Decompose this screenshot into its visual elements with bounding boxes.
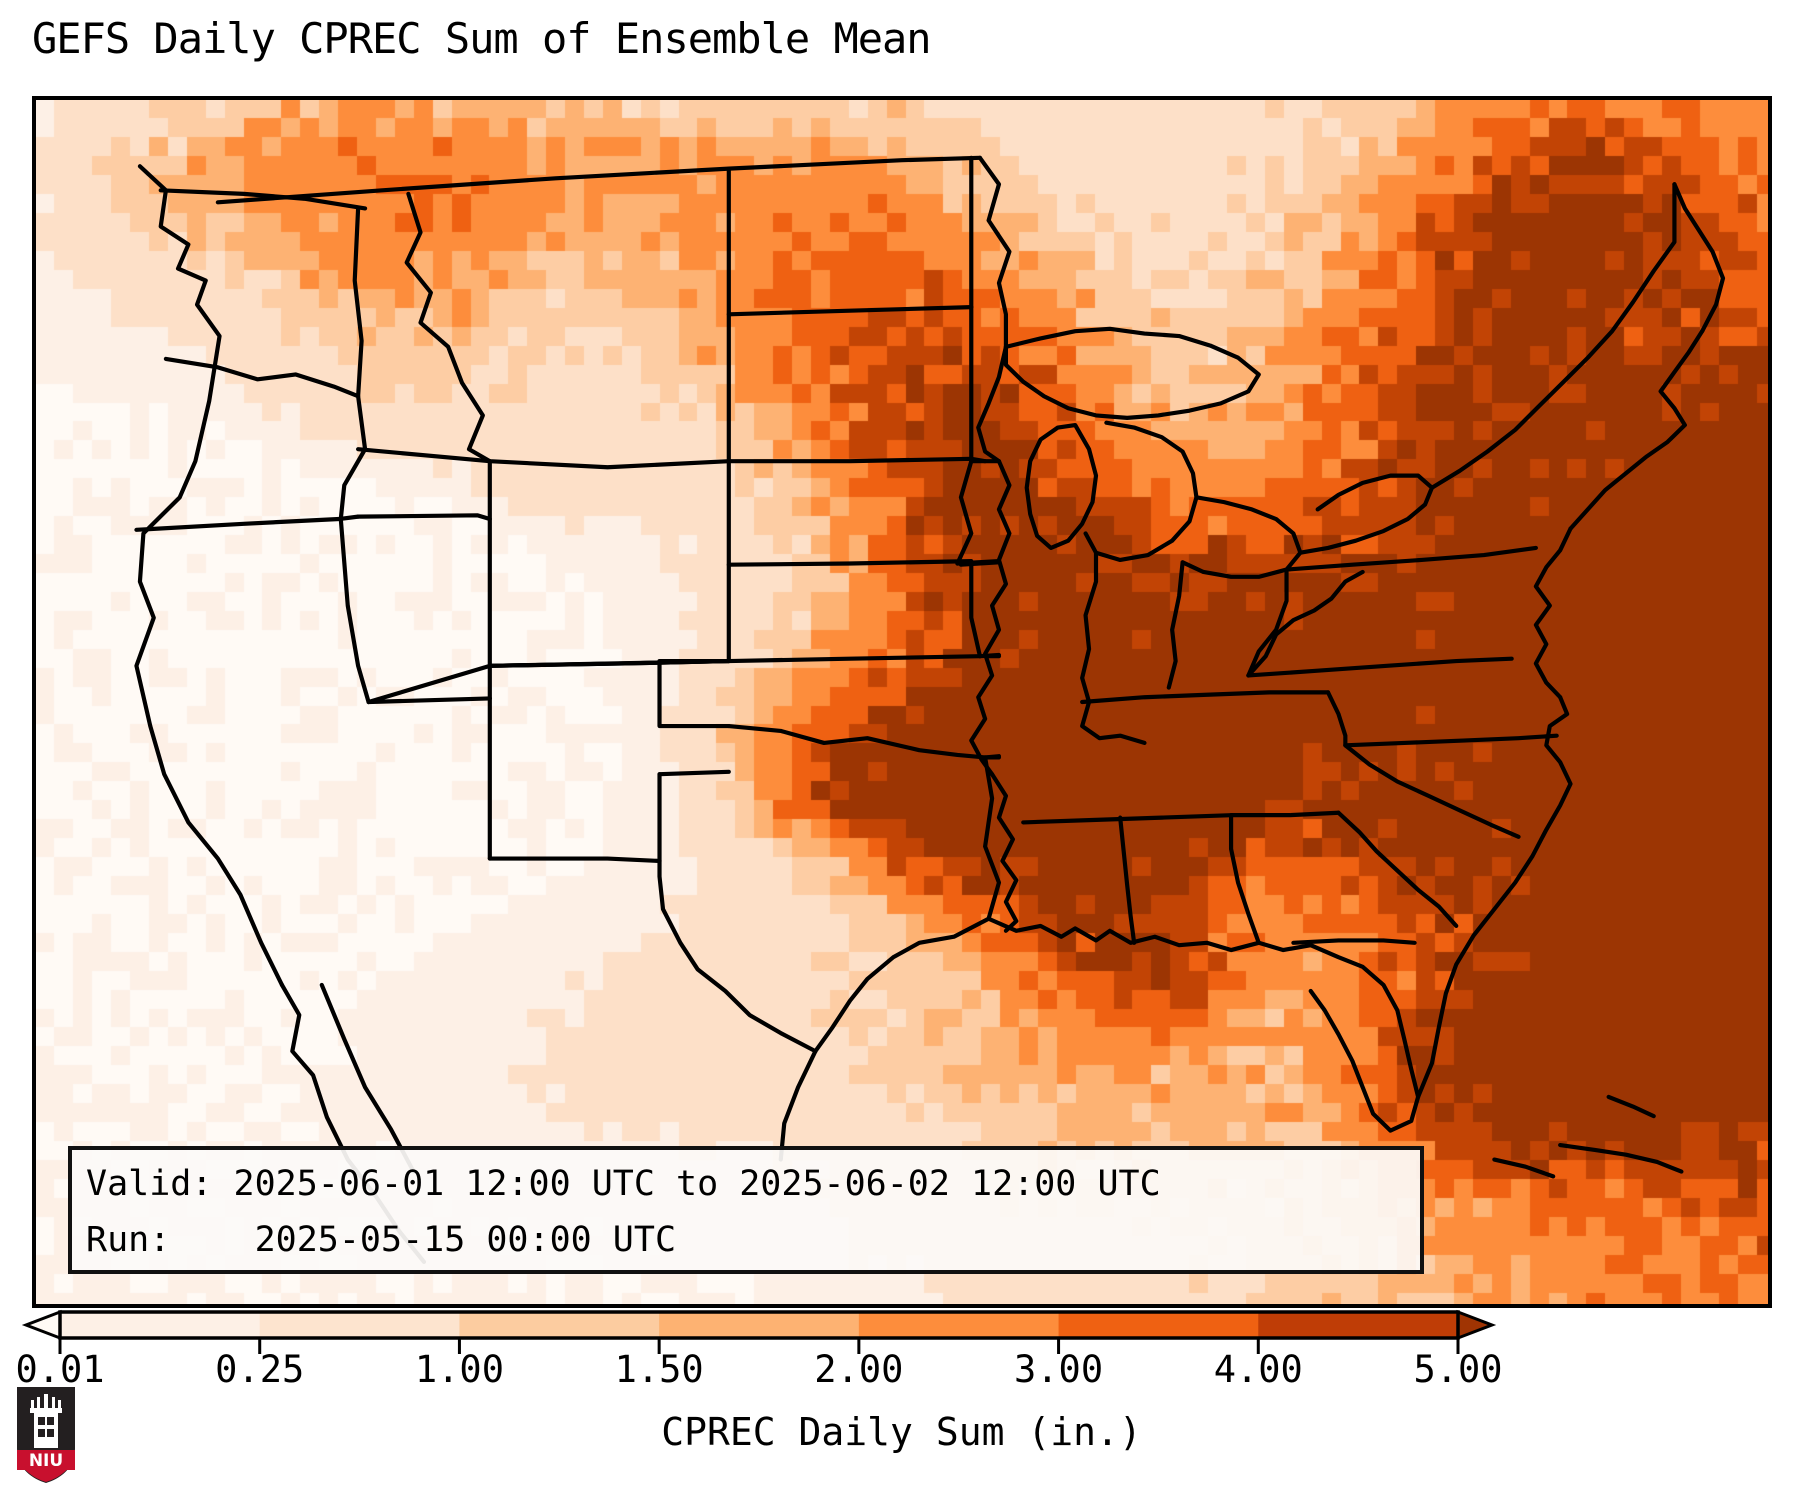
border-path — [983, 754, 1002, 760]
precipitation-heatmap — [36, 100, 1768, 1304]
state-borders-overlay — [134, 155, 1726, 1264]
niu-logo-text: NIU — [29, 1451, 63, 1471]
colorbar-tick-label: 1.50 — [614, 1348, 704, 1391]
border-path — [1284, 545, 1538, 572]
border-path — [1558, 1142, 1684, 1174]
border-path — [726, 723, 988, 760]
border-path — [986, 916, 1313, 953]
run-time-line: Run: 2025-05-15 00:00 UTC — [86, 1220, 677, 1260]
border-path — [1606, 1094, 1656, 1119]
border-path — [215, 155, 983, 205]
colorbar-bin — [60, 1312, 261, 1338]
border-path — [726, 654, 983, 664]
border-path — [319, 982, 416, 1174]
colorbar-svg — [21, 1309, 1497, 1354]
border-path — [1291, 938, 1417, 945]
border-path — [1180, 495, 1303, 579]
border-path — [969, 459, 1012, 777]
border-path — [338, 516, 371, 705]
border-path — [1325, 690, 1348, 748]
colorbar-tick-label: 3.00 — [1014, 1348, 1104, 1391]
border-path — [1298, 473, 1435, 555]
map-panel: Valid: 2025-06-01 12:00 UTC to 2025-06-0… — [32, 96, 1772, 1308]
colorbar-bin — [459, 1312, 660, 1338]
border-path — [1080, 699, 1147, 746]
colorbar-over-arrow — [1456, 1309, 1497, 1341]
niu-logo: NIU — [17, 1387, 75, 1483]
border-path — [1336, 810, 1459, 928]
border-path — [726, 305, 974, 317]
border-path — [657, 658, 731, 729]
border-path — [989, 772, 1019, 933]
border-path — [955, 559, 1002, 566]
valid-time-line: Valid: 2025-06-01 12:00 UTC to 2025-06-0… — [86, 1164, 1161, 1204]
colorbar-under-arrow — [21, 1309, 62, 1341]
border-path — [976, 344, 1009, 464]
colorbar-bin — [1258, 1312, 1459, 1338]
colorbar-bins — [21, 1309, 1497, 1341]
border-path — [1429, 182, 1677, 490]
border-path — [1416, 695, 1573, 1099]
colorbar-tick-labels: 0.01 0.25 1.00 1.50 2.00 3.00 4.00 5.00 — [0, 1348, 1803, 1394]
border-path — [1228, 813, 1261, 945]
border-path — [134, 514, 361, 532]
border-path — [1166, 560, 1185, 690]
colorbar-tick-label: 1.00 — [414, 1348, 504, 1391]
border-path — [1080, 550, 1099, 705]
border-path — [1672, 182, 1726, 334]
border-path — [977, 155, 1012, 349]
border-path — [1568, 329, 1705, 531]
colorbar-bin — [858, 1312, 1060, 1338]
border-path — [969, 562, 983, 659]
colorbar-tick-label: 4.00 — [1213, 1348, 1303, 1391]
map-inner — [36, 100, 1768, 1304]
colorbar-tick-label: 5.00 — [1413, 1348, 1503, 1391]
border-path — [487, 856, 662, 864]
border-path — [1024, 422, 1099, 551]
border-path — [657, 769, 731, 777]
border-path — [163, 356, 361, 399]
forecast-info-box: Valid: 2025-06-01 12:00 UTC to 2025-06-0… — [68, 1146, 1424, 1274]
border-path — [404, 191, 492, 464]
border-path — [1003, 326, 1261, 420]
colorbar-tick-label: 2.00 — [814, 1348, 904, 1391]
colorbar-bin — [259, 1312, 461, 1338]
colorbar-tick-label: 0.25 — [215, 1348, 305, 1391]
border-path — [1083, 420, 1199, 563]
border-path — [778, 1049, 818, 1162]
border-path — [726, 456, 988, 464]
border-path — [813, 916, 991, 1054]
border-path — [1343, 733, 1559, 748]
colorbar-bin — [659, 1312, 860, 1338]
border-path — [366, 663, 492, 705]
border-path — [1021, 810, 1341, 825]
border-path — [338, 206, 368, 522]
border-path — [1080, 690, 1331, 705]
border-path — [983, 755, 1002, 921]
border-path — [1246, 567, 1289, 678]
border-path — [1492, 1157, 1556, 1179]
colorbar-axis-label: CPREC Daily Sum (in.) — [661, 1410, 1142, 1454]
page-title: GEFS Daily CPREC Sum of Ensemble Mean — [32, 14, 932, 63]
colorbar — [0, 1306, 1803, 1376]
border-path — [356, 513, 492, 522]
border-path — [356, 447, 731, 470]
border-path — [726, 559, 974, 567]
border-path — [657, 858, 818, 1054]
border-path — [977, 652, 1002, 659]
border-path — [1343, 743, 1521, 839]
border-path — [1533, 526, 1573, 700]
colorbar-tick-label: 0.01 — [15, 1348, 105, 1391]
border-path — [134, 164, 285, 988]
border-path — [1118, 815, 1137, 945]
colorbar-bin — [1058, 1312, 1259, 1338]
border-path — [366, 696, 492, 705]
border-path — [955, 459, 974, 566]
border-path — [1246, 656, 1514, 678]
border-path — [1308, 943, 1421, 1133]
border-path — [1246, 569, 1365, 678]
colorbar-ticks — [58, 1338, 1460, 1354]
